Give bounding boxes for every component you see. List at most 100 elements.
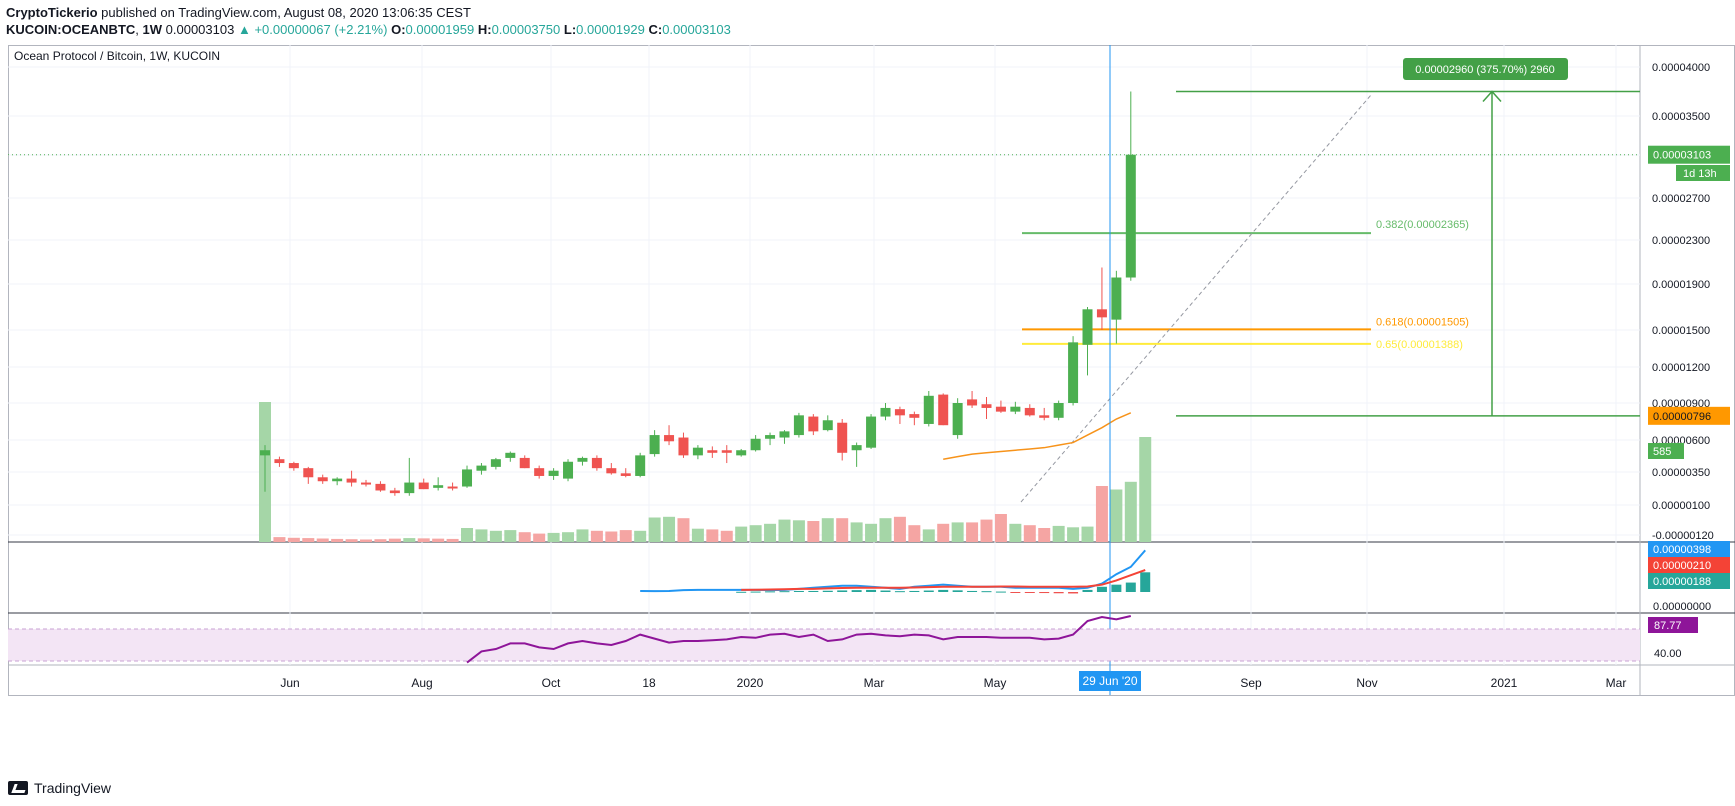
macd-hist-bar (938, 589, 949, 592)
close-value: 0.00003103 (662, 22, 731, 37)
measure-low-tag: 0.00000796 (1653, 411, 1711, 423)
chart-border (8, 45, 1735, 696)
volume-bar (388, 538, 401, 542)
volume-bar (663, 516, 676, 542)
candle-body (967, 399, 978, 406)
candle-body (736, 450, 747, 456)
candle-body (317, 477, 328, 482)
crosshair-date-box (1079, 671, 1141, 691)
x-tick-label: Aug (411, 676, 432, 690)
chart-canvas[interactable]: Jun Aug Oct 18 2020 Mar May Sep Nov 2021 Mar Ocean … (8, 45, 1735, 774)
volume-bar (576, 529, 589, 542)
candle-body (288, 463, 299, 469)
y-tick-label: 0.00002700 (1652, 193, 1710, 205)
volume-bar (461, 528, 474, 542)
volume-bar (922, 529, 935, 542)
volume-bar (374, 539, 387, 542)
y-tick-label: 0.00000350 (1652, 467, 1710, 479)
open-value: 0.00001959 (405, 22, 475, 37)
macd-hist-bar (808, 590, 819, 592)
x-tick-label: Nov (1356, 676, 1377, 690)
macd-hist-bar (967, 590, 978, 592)
volume-bar (562, 532, 575, 542)
volume-bar (792, 520, 805, 542)
rsi-tag-box (1648, 617, 1698, 633)
measure-low-tag-box (1648, 406, 1730, 425)
fib-level-label: 0.618(0.00001505) (1376, 316, 1469, 328)
volume-bar (345, 539, 358, 542)
candle-body (1024, 407, 1035, 416)
candle-body (462, 469, 473, 487)
y-tick-label: 0.00001200 (1652, 362, 1710, 374)
candle-body (577, 457, 588, 462)
candle-body (837, 422, 848, 453)
volume-bar (1067, 527, 1080, 542)
price-change: +0.00000067 (+2.21%) (254, 22, 388, 37)
countdown-tag-box (1676, 165, 1730, 181)
x-tick-label: Sep (1240, 676, 1262, 690)
volume-bar (966, 522, 979, 542)
x-tick-label: Mar (1606, 676, 1627, 690)
candle-body (303, 468, 314, 478)
macd-hist-bar (981, 591, 992, 593)
macd-hist-bar (1068, 592, 1079, 594)
volume-bar (475, 529, 488, 542)
chart-frame[interactable]: Jun Aug Oct 18 2020 Mar May Sep Nov 2021 Mar Ocean … (8, 45, 1735, 774)
candle-body (505, 452, 516, 458)
volume-bar (331, 538, 344, 542)
tradingview-footer[interactable]: TradingView (8, 780, 111, 796)
candle-body (260, 450, 270, 456)
macd-hist-bar (1010, 592, 1021, 593)
low-value: 0.00001929 (576, 22, 645, 37)
volume-bar (749, 525, 762, 542)
candle-body (822, 420, 833, 431)
candle-body (534, 468, 545, 476)
crosshair-date-label: 29 Jun '20 (1082, 674, 1137, 688)
macd-hist-bar (995, 591, 1006, 593)
macd-hist-bar (880, 590, 891, 592)
publisher-name[interactable]: CryptoTickerio (6, 5, 98, 20)
measure-arrow-head (1482, 90, 1502, 103)
candle-body (664, 435, 675, 442)
ohlc-line: KUCOIN:OCEANBTC, 1W 0.00003103 ▲ +0.0000… (6, 22, 731, 37)
volume-bar (1124, 481, 1137, 542)
measure-label: 0.00002960 (375.70%) 2960 (1415, 64, 1554, 76)
candle-body (1039, 415, 1050, 418)
symbol-label: KUCOIN:OCEANBTC (6, 22, 136, 37)
candle-body (361, 482, 372, 485)
candle-body (433, 485, 444, 488)
macd-hist-bar (793, 590, 804, 592)
volume-bar (619, 530, 632, 542)
macd-tag: 0.00000000 (1653, 601, 1711, 613)
volume-bar (865, 523, 878, 542)
candle-body (692, 447, 703, 456)
volume-tag: 585 (1653, 446, 1671, 458)
volume-bar (1095, 486, 1108, 542)
rsi-value-tag: 87.77 (1654, 620, 1682, 632)
macd-hist-bar (1111, 584, 1122, 592)
macd-tag: 0.00000188 (1653, 576, 1711, 588)
candle-body (519, 457, 530, 469)
volume-bar (735, 526, 748, 542)
macd-hist-bar (736, 591, 747, 593)
volume-bar (908, 525, 921, 542)
volume-bar (821, 518, 834, 542)
rsi-line (466, 615, 1132, 664)
volume-bar (302, 538, 315, 542)
y-tick-label: 0.00003500 (1652, 111, 1710, 123)
high-value: 0.00003750 (491, 22, 561, 37)
last-price: 0.00003103 (165, 22, 235, 37)
rsi-band (8, 629, 1640, 661)
candle-body (476, 465, 487, 471)
volume-bar (1038, 528, 1051, 542)
candle-body (1082, 309, 1093, 345)
volume-bar (634, 530, 647, 542)
macd-hist-bar (1140, 572, 1151, 592)
macd-hist-bar (837, 590, 848, 592)
x-tick-label: Jun (280, 676, 299, 690)
candle-body (620, 473, 631, 476)
candle-body (375, 483, 386, 491)
macd-hist-bar (750, 591, 761, 593)
candle-body (765, 435, 776, 439)
candle-body (649, 435, 660, 455)
